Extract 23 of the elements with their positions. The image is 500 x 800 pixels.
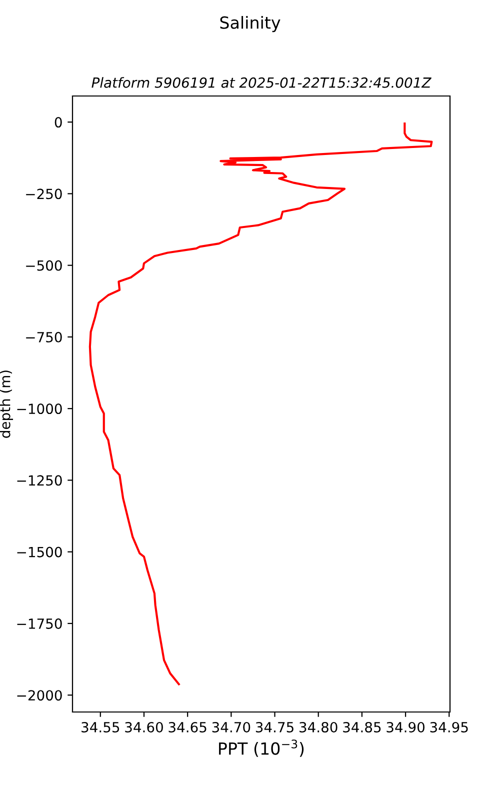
x-tick-label: 34.95 [430, 722, 468, 732]
y-tick-label: −250 [26, 188, 62, 200]
y-tick-label: −1000 [17, 404, 62, 414]
y-axis-title: depth (m) [0, 370, 14, 438]
x-tick-label: 34.60 [125, 722, 163, 732]
x-tick-label: 34.85 [343, 722, 381, 732]
y-tick-label: −1250 [17, 475, 62, 486]
x-tick-label: 34.80 [300, 722, 338, 732]
chart-subtitle: Platform 5906191 at 2025-01-22T15:32:45.001Z [92, 77, 432, 88]
x-tick-label: 34.55 [82, 722, 120, 732]
x-tick-label: 34.70 [212, 722, 250, 732]
y-tick-label: −2000 [17, 690, 62, 701]
y-tick-label: 0 [54, 117, 62, 128]
x-tick-label: 34.65 [168, 722, 206, 732]
x-tick-label: 34.75 [256, 722, 294, 732]
y-tick-label: −1750 [17, 618, 62, 629]
x-axis-title: PPT (10$^{−3}$) [219, 740, 304, 757]
y-tick-label: −500 [26, 260, 62, 271]
chart-title: Salinity [220, 16, 280, 32]
line-series [88, 122, 433, 686]
y-tick-label: −750 [26, 332, 62, 342]
y-tick-label: −1500 [17, 546, 62, 558]
x-tick-label: 34.90 [386, 722, 424, 732]
